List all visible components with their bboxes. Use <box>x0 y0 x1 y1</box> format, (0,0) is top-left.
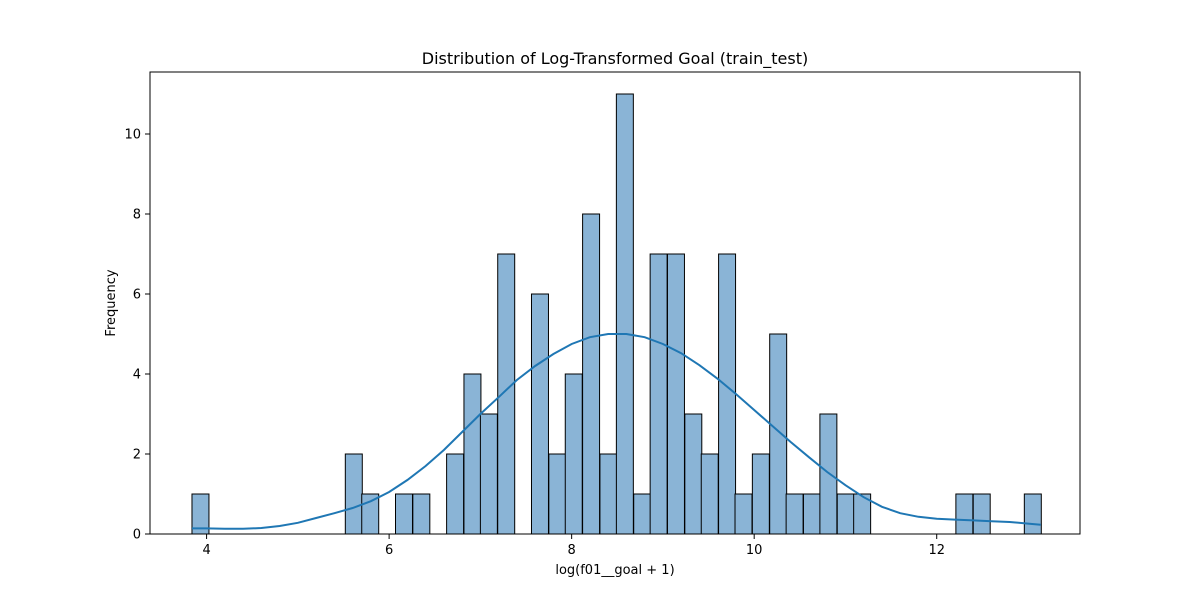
histogram-bar <box>955 493 974 535</box>
y-axis-ticks: 0 2 4 6 8 10 <box>124 128 150 543</box>
histogram-bar <box>769 333 788 535</box>
x-tick-label: 10 <box>746 543 763 558</box>
histogram-bar <box>633 493 652 535</box>
x-tick-label: 8 <box>568 543 576 558</box>
histogram-bar <box>684 413 703 535</box>
histogram-bar <box>479 413 498 535</box>
histogram-bar <box>718 253 737 535</box>
histogram-bar <box>361 493 380 535</box>
kde-curve <box>191 333 1041 530</box>
x-tick-label: 6 <box>385 543 393 558</box>
histogram-bars <box>191 93 1042 535</box>
y-tick-label: 6 <box>133 288 141 303</box>
chart-title: Distribution of Log-Transformed Goal (tr… <box>422 49 808 69</box>
y-tick-label: 2 <box>133 448 141 463</box>
histogram-bar <box>412 493 431 535</box>
histogram-bar <box>344 453 363 535</box>
histogram-bar <box>785 493 804 535</box>
histogram-bar <box>836 493 855 535</box>
histogram-bar <box>599 453 618 535</box>
x-axis-label: log(f01__goal + 1) <box>555 563 674 578</box>
histogram-bar <box>446 453 465 535</box>
histogram-bar <box>666 253 685 535</box>
histogram-bar <box>802 493 821 535</box>
histogram-bar <box>649 253 668 535</box>
histogram-bar <box>564 373 583 535</box>
histogram-bar <box>615 93 634 535</box>
y-tick-label: 4 <box>133 368 141 383</box>
plot-frame <box>149 71 1081 535</box>
histogram-bar <box>582 213 601 535</box>
y-axis-label: Frequency <box>104 269 119 336</box>
histogram-bar <box>751 453 770 535</box>
histogram-bar <box>463 373 482 535</box>
histogram-bar <box>530 293 549 535</box>
histogram-bar <box>700 453 719 535</box>
histogram-bar <box>548 453 567 535</box>
x-tick-label: 4 <box>202 543 210 558</box>
x-tick-label: 12 <box>928 543 945 558</box>
x-axis-ticks: 4 6 8 10 12 <box>202 534 945 558</box>
histogram-bar <box>1023 493 1042 535</box>
y-tick-label: 8 <box>133 208 141 223</box>
histogram-bar <box>497 253 516 535</box>
histogram-bar <box>972 493 991 535</box>
y-tick-label: 10 <box>124 128 141 143</box>
histogram-bar <box>395 493 413 535</box>
y-tick-label: 0 <box>133 528 141 543</box>
histogram-bar <box>734 493 753 535</box>
